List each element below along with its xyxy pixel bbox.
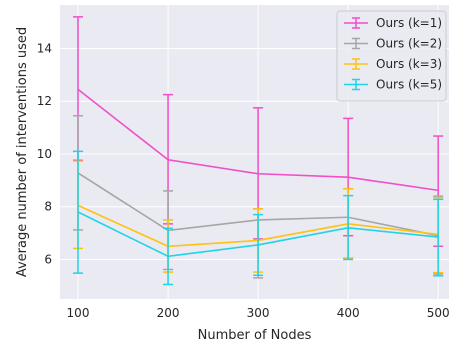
legend-label: Ours (k=3): [376, 57, 442, 71]
data-point: [167, 158, 169, 161]
y-tick-label: 6: [44, 252, 52, 266]
legend-label: Ours (k=5): [376, 78, 442, 92]
legend-box: [336, 10, 447, 102]
legend-items: Ours (k=1) Ours (k=2) Ours (k=3) Ours (k=5): [344, 16, 442, 92]
data-series: [73, 16, 444, 286]
x-tick-label: 200: [157, 306, 180, 320]
data-point: [167, 255, 169, 258]
x-tick-label: 300: [247, 306, 270, 320]
y-axis-label: Average number of interventions used: [15, 27, 30, 277]
x-tick-label: 500: [427, 306, 449, 320]
legend: Ours (k=1) Ours (k=2) Ours (k=3) Ours (k=5): [336, 10, 447, 102]
legend-item: Ours (k=3): [344, 57, 442, 71]
data-point: [257, 172, 259, 175]
y-tick-label: 14: [37, 42, 52, 56]
y-tick-label: 8: [44, 200, 52, 214]
data-point: [257, 244, 259, 246]
legend-item: Ours (k=5): [344, 78, 442, 92]
legend-item: Ours (k=1): [344, 16, 442, 30]
legend-label: Ours (k=1): [376, 16, 442, 30]
y-tick-label: 12: [37, 94, 52, 108]
x-tick-label: 400: [337, 306, 360, 320]
y-tick-label: 10: [37, 147, 52, 161]
data-point: [347, 176, 349, 178]
data-point: [437, 189, 439, 192]
series-4: [73, 150, 444, 286]
x-tick-label: 100: [67, 306, 90, 320]
x-axis-label: Number of Nodes: [198, 328, 312, 343]
y-tick-labels: 6 8 10 12 14: [37, 42, 52, 267]
x-tick-labels: 100 200 300 400 500: [67, 306, 449, 320]
legend-label: Ours (k=2): [376, 37, 442, 51]
data-point: [437, 236, 439, 238]
legend-item: Ours (k=2): [344, 37, 442, 51]
data-point: [77, 88, 79, 91]
data-point: [77, 211, 79, 213]
data-point: [347, 227, 349, 229]
